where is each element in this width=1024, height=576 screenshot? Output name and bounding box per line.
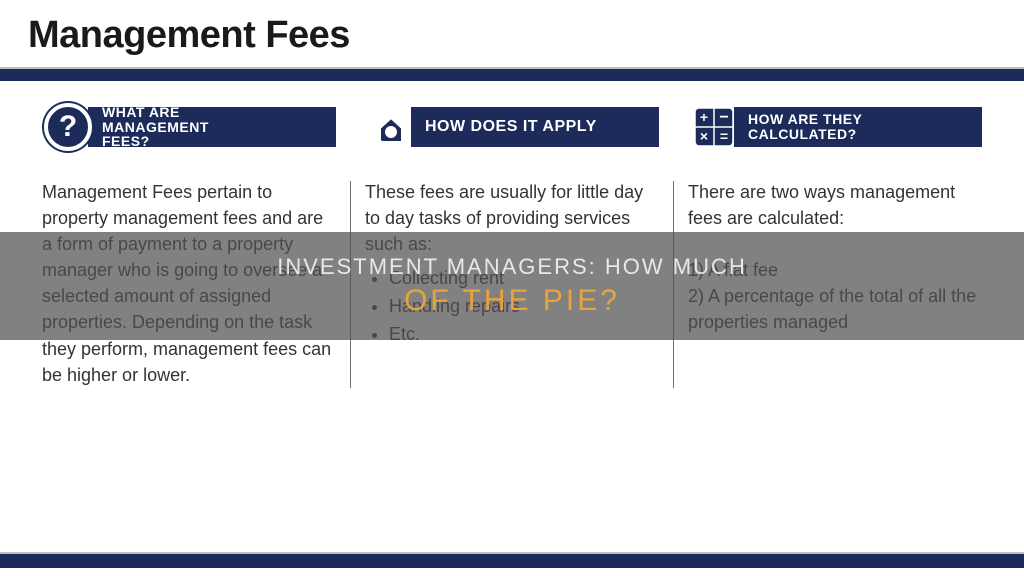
page-title: Management Fees [28,14,996,57]
banner-what: WHAT ARE MANAGEMENT FEES? [88,107,336,147]
banner-line: WHAT ARE [102,105,209,120]
banner-line: HOW ARE THEY [748,112,862,127]
body-intro: There are two ways management fees are c… [688,179,982,231]
overlay-line1: INVESTMENT MANAGERS: HOW MUCH [277,254,747,280]
svg-text:+: + [700,109,708,125]
calculator-icon: + − × = [688,101,740,153]
column-header-what: ? WHAT ARE MANAGEMENT FEES? [42,101,336,153]
overlay-line2: OF THE PIE? [404,284,620,318]
banner-line: HOW DOES IT APPLY [425,118,597,136]
svg-text:$: $ [389,128,394,137]
bottom-navy-bar [0,552,1024,568]
svg-text:−: − [719,109,728,126]
top-navy-bar [0,67,1024,81]
banner-apply: HOW DOES IT APPLY [411,107,659,147]
column-header-apply: $ HOW DOES IT APPLY [365,101,659,153]
slide-page: Management Fees ? WHAT ARE MANAGEMENT FE… [0,0,1024,576]
banner-line: FEES? [102,134,209,149]
banner-calc: HOW ARE THEY CALCULATED? [734,107,982,147]
banner-line: CALCULATED? [748,127,862,142]
title-block: Management Fees [0,0,1024,67]
svg-text:=: = [720,128,728,144]
house-money-icon: $ [365,101,417,153]
overlay-band: INVESTMENT MANAGERS: HOW MUCH OF THE PIE… [0,232,1024,340]
banner-line: MANAGEMENT [102,120,209,135]
column-header-calc: + − × = HOW ARE THEY CALCULATED? [688,101,982,153]
question-icon: ? [42,101,94,153]
svg-text:×: × [700,128,708,144]
